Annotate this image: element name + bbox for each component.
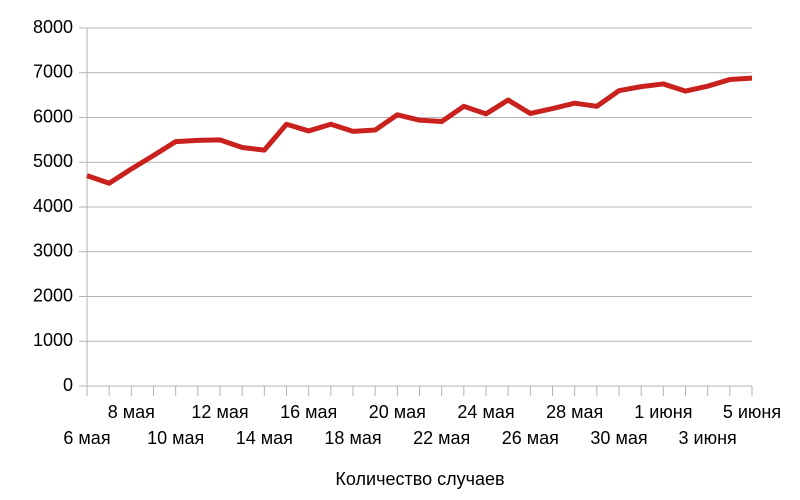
x-tick-label: 24 мая xyxy=(457,402,514,422)
y-tick-label: 6000 xyxy=(33,106,73,126)
y-tick-label: 2000 xyxy=(33,285,73,305)
x-tick-label: 26 мая xyxy=(502,428,559,448)
x-axis-label: Количество случаев xyxy=(335,469,504,489)
x-tick-label: 3 июня xyxy=(679,428,737,448)
x-tick-label: 14 мая xyxy=(236,428,293,448)
x-tick-label: 28 мая xyxy=(546,402,603,422)
line-series xyxy=(86,75,753,186)
x-tick-label: 12 мая xyxy=(191,402,248,422)
y-tick-label: 3000 xyxy=(33,241,73,261)
x-tick-label: 6 мая xyxy=(63,428,110,448)
x-tick-label: 20 мая xyxy=(369,402,426,422)
x-tick-label: 8 мая xyxy=(108,402,155,422)
y-tick-label: 5000 xyxy=(33,151,73,171)
x-tick-label: 10 мая xyxy=(147,428,204,448)
x-tick-label: 30 мая xyxy=(590,428,647,448)
y-tick-label: 4000 xyxy=(33,196,73,216)
x-tick-label: 22 мая xyxy=(413,428,470,448)
x-tick-label: 16 мая xyxy=(280,402,337,422)
y-tick-label: 7000 xyxy=(33,62,73,82)
y-tick-label: 1000 xyxy=(33,330,73,350)
x-tick-label: 5 июня xyxy=(723,402,781,422)
x-tick-label: 18 мая xyxy=(324,428,381,448)
x-tick-label: 1 июня xyxy=(634,402,692,422)
y-tick-label: 0 xyxy=(63,375,73,395)
y-tick-label: 8000 xyxy=(33,17,73,37)
